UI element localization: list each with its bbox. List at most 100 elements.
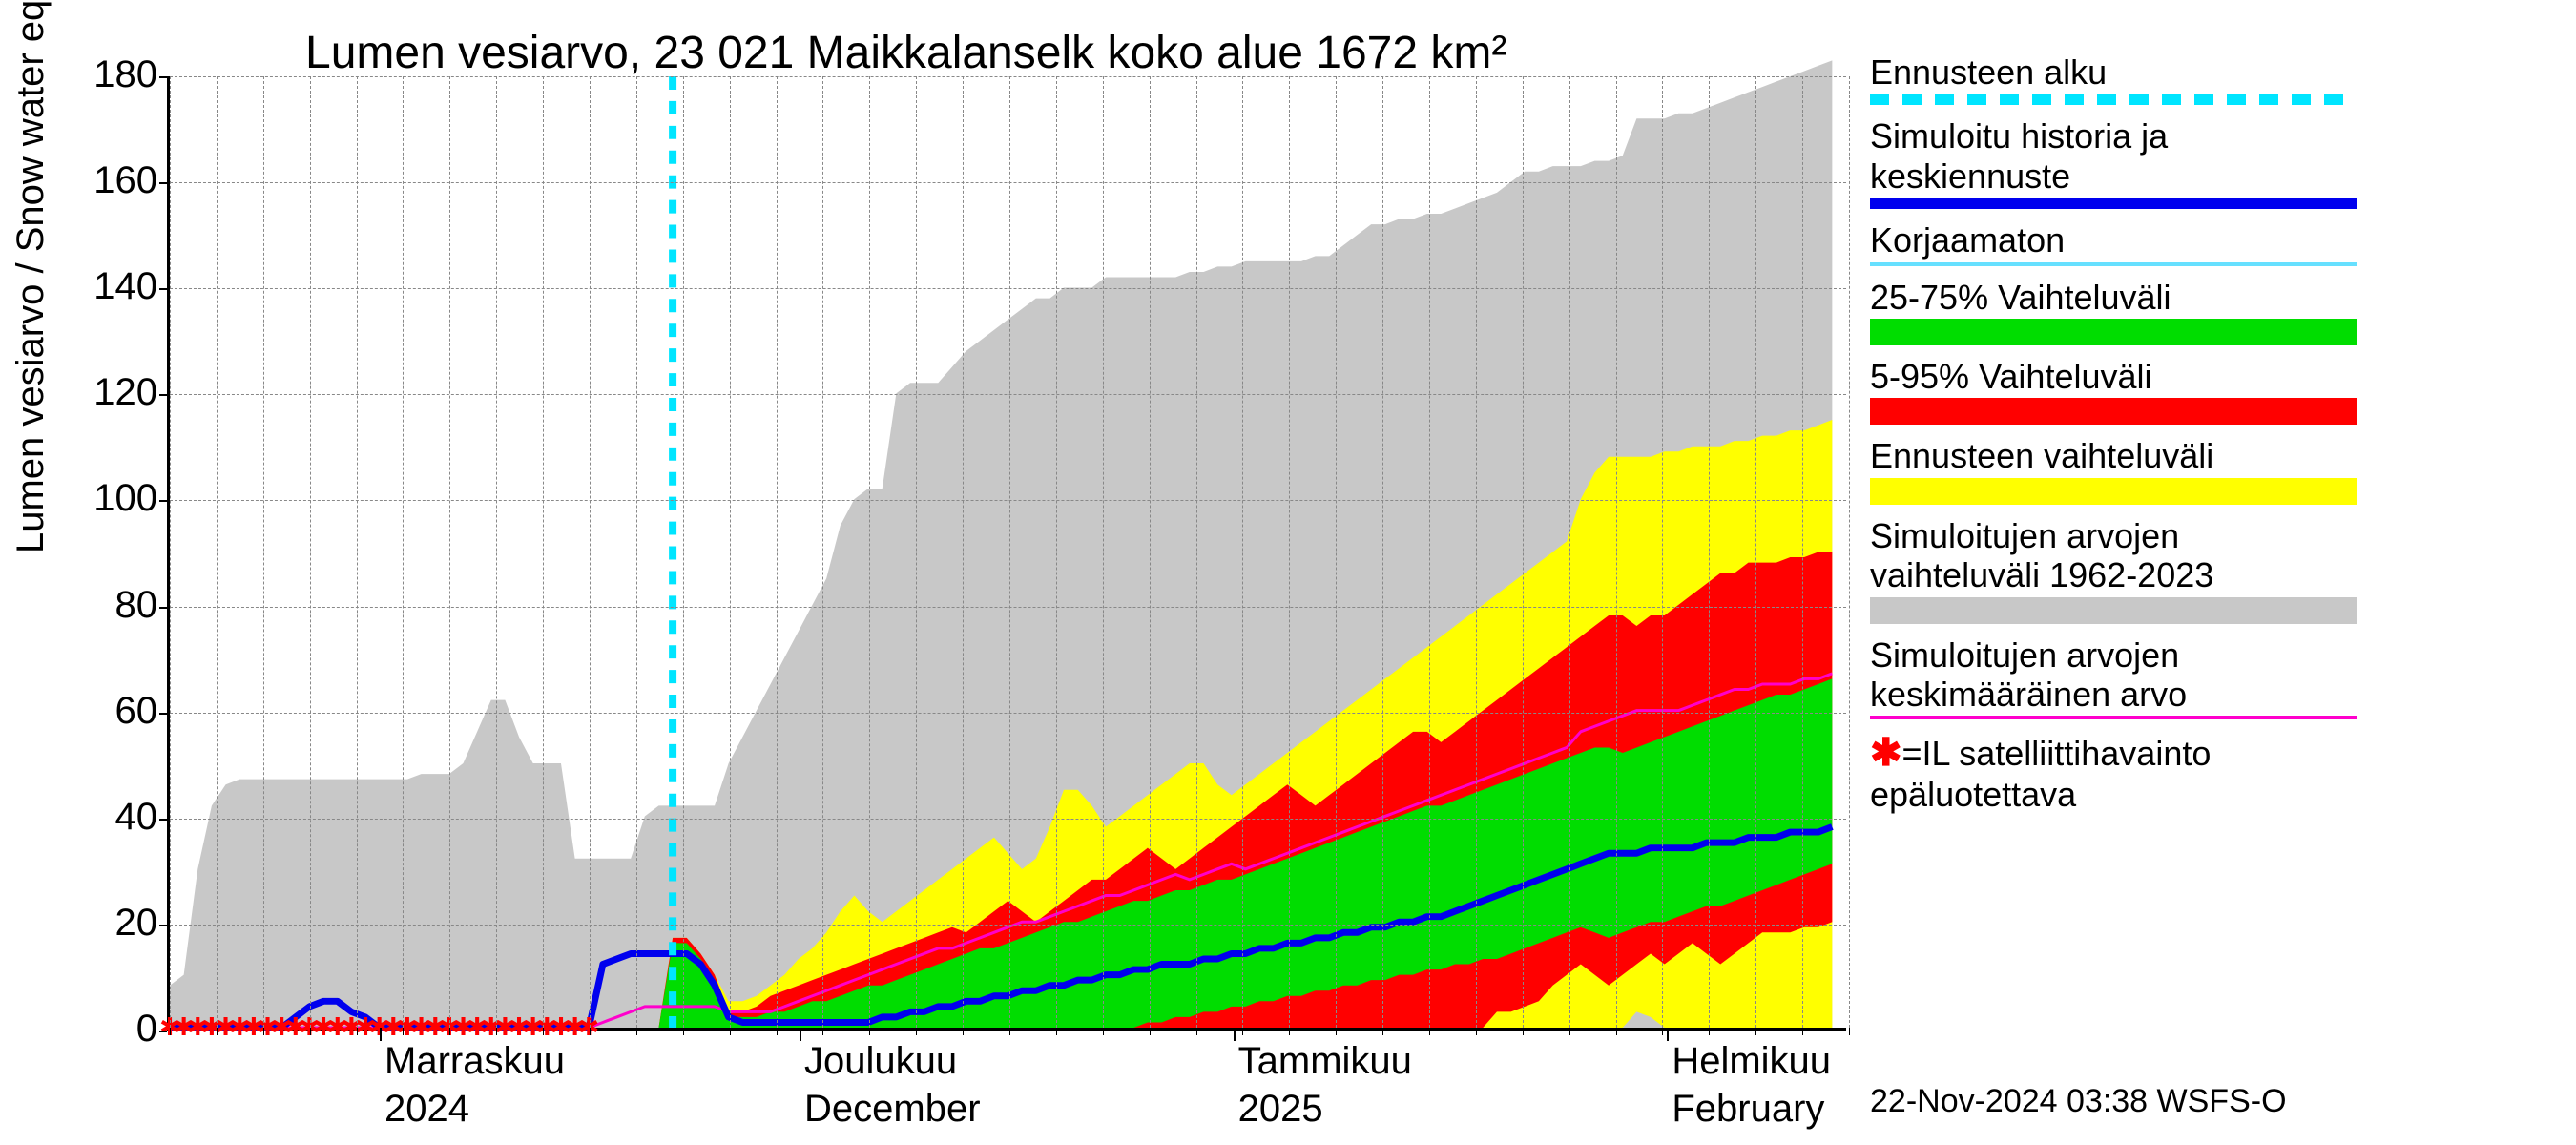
y-tick-mark — [159, 394, 167, 396]
x-tick-sublabel: 2024 — [384, 1088, 469, 1131]
y-tick-mark — [159, 819, 167, 821]
gridline-h — [170, 1030, 1846, 1031]
legend-swatch — [1870, 319, 2357, 345]
y-tick-mark — [159, 713, 167, 715]
y-tick-label: 180 — [91, 53, 157, 96]
legend-text: Simuloitu historia ja — [1870, 116, 2366, 156]
y-tick-label: 60 — [91, 690, 157, 733]
x-minor-tick — [1009, 1028, 1010, 1035]
x-minor-tick — [636, 1028, 637, 1035]
x-tick-sublabel: February — [1672, 1088, 1824, 1131]
legend-item: 25-75% Vaihteluväli — [1870, 278, 2366, 345]
x-major-tick — [800, 1028, 801, 1041]
x-minor-tick — [1616, 1028, 1617, 1035]
y-tick-mark — [159, 925, 167, 926]
legend-text: keskimääräinen arvo — [1870, 675, 2366, 714]
gridline-v — [1709, 76, 1710, 1028]
x-minor-tick — [1429, 1028, 1430, 1035]
x-major-tick — [1667, 1028, 1669, 1041]
x-tick-sublabel: December — [804, 1088, 981, 1131]
x-minor-tick — [1523, 1028, 1524, 1035]
x-minor-tick — [730, 1028, 731, 1035]
legend-item: Simuloitujen arvojenvaihteluväli 1962-20… — [1870, 516, 2366, 624]
legend-text: Simuloitujen arvojen — [1870, 516, 2366, 555]
legend-text: Korjaamaton — [1870, 220, 2366, 260]
gridline-v — [822, 76, 823, 1028]
gridline-v — [357, 76, 358, 1028]
y-tick-label: 0 — [91, 1008, 157, 1051]
legend-item: Simuloitu historia jakeskiennuste — [1870, 116, 2366, 209]
x-minor-tick — [1662, 1028, 1663, 1035]
legend-text: Simuloitujen arvojen — [1870, 635, 2366, 675]
x-tick-label: Tammikuu — [1238, 1040, 1412, 1083]
x-minor-tick — [1242, 1028, 1243, 1035]
gridline-h — [170, 182, 1846, 183]
x-minor-tick — [869, 1028, 870, 1035]
y-tick-mark — [159, 500, 167, 502]
legend-swatch — [1870, 398, 2357, 425]
gridline-v — [1382, 76, 1383, 1028]
gridline-v — [1569, 76, 1570, 1028]
gridline-h — [170, 288, 1846, 289]
gridline-v — [1056, 76, 1057, 1028]
gridline-v — [1336, 76, 1337, 1028]
legend-item: Ennusteen alku — [1870, 52, 2366, 105]
y-tick-mark — [159, 1030, 167, 1032]
gridline-v — [1849, 76, 1850, 1028]
legend-text: keskiennuste — [1870, 156, 2366, 196]
gridline-v — [1662, 76, 1663, 1028]
x-minor-tick — [496, 1028, 497, 1035]
y-tick-label: 80 — [91, 584, 157, 627]
gridline-v — [590, 76, 591, 1028]
gridline-v — [496, 76, 497, 1028]
gridline-v — [1196, 76, 1197, 1028]
legend-text: Ennusteen alku — [1870, 52, 2366, 92]
legend-text: ✱=IL satelliittihavainto — [1870, 731, 2366, 775]
legend-text: Ennusteen vaihteluväli — [1870, 436, 2366, 475]
gridline-v — [1802, 76, 1803, 1028]
gridline-v — [170, 76, 171, 1028]
y-tick-mark — [159, 182, 167, 184]
gridline-v — [683, 76, 684, 1028]
legend-item: 5-95% Vaihteluväli — [1870, 357, 2366, 425]
legend-item: Simuloitujen arvojenkeskimääräinen arvo — [1870, 635, 2366, 720]
gridline-v — [730, 76, 731, 1028]
timestamp: 22-Nov-2024 03:38 WSFS-O — [1870, 1083, 2287, 1120]
gridline-v — [963, 76, 964, 1028]
x-minor-tick — [357, 1028, 358, 1035]
legend-text: 5-95% Vaihteluväli — [1870, 357, 2366, 396]
gridline-h — [170, 925, 1846, 926]
gridline-v — [777, 76, 778, 1028]
x-minor-tick — [1103, 1028, 1104, 1035]
x-tick-sublabel: 2025 — [1238, 1088, 1323, 1131]
gridline-v — [449, 76, 450, 1028]
x-minor-tick — [1382, 1028, 1383, 1035]
asterisk-icon: ✱ — [1870, 732, 1902, 774]
x-minor-tick — [1849, 1028, 1850, 1035]
x-minor-tick — [777, 1028, 778, 1035]
y-tick-mark — [159, 76, 167, 78]
x-minor-tick — [170, 1028, 171, 1035]
gridline-h — [170, 819, 1846, 820]
legend-swatch — [1870, 716, 2357, 719]
legend-item: ✱=IL satelliittihavaintoepäluotettava — [1870, 731, 2366, 823]
x-minor-tick — [449, 1028, 450, 1035]
x-minor-tick — [217, 1028, 218, 1035]
legend-item: Korjaamaton — [1870, 220, 2366, 265]
gridline-v — [1009, 76, 1010, 1028]
legend-text: vaihteluväli 1962-2023 — [1870, 555, 2366, 594]
x-minor-tick — [1289, 1028, 1290, 1035]
y-tick-label: 120 — [91, 371, 157, 414]
y-tick-label: 140 — [91, 265, 157, 308]
x-minor-tick — [1476, 1028, 1477, 1035]
x-minor-tick — [963, 1028, 964, 1035]
gridline-v — [869, 76, 870, 1028]
legend-swatch — [1870, 262, 2357, 266]
gridline-v — [543, 76, 544, 1028]
x-minor-tick — [543, 1028, 544, 1035]
x-minor-tick — [310, 1028, 311, 1035]
y-tick-mark — [159, 607, 167, 609]
gridline-v — [1616, 76, 1617, 1028]
gridline-v — [1755, 76, 1756, 1028]
x-minor-tick — [1150, 1028, 1151, 1035]
